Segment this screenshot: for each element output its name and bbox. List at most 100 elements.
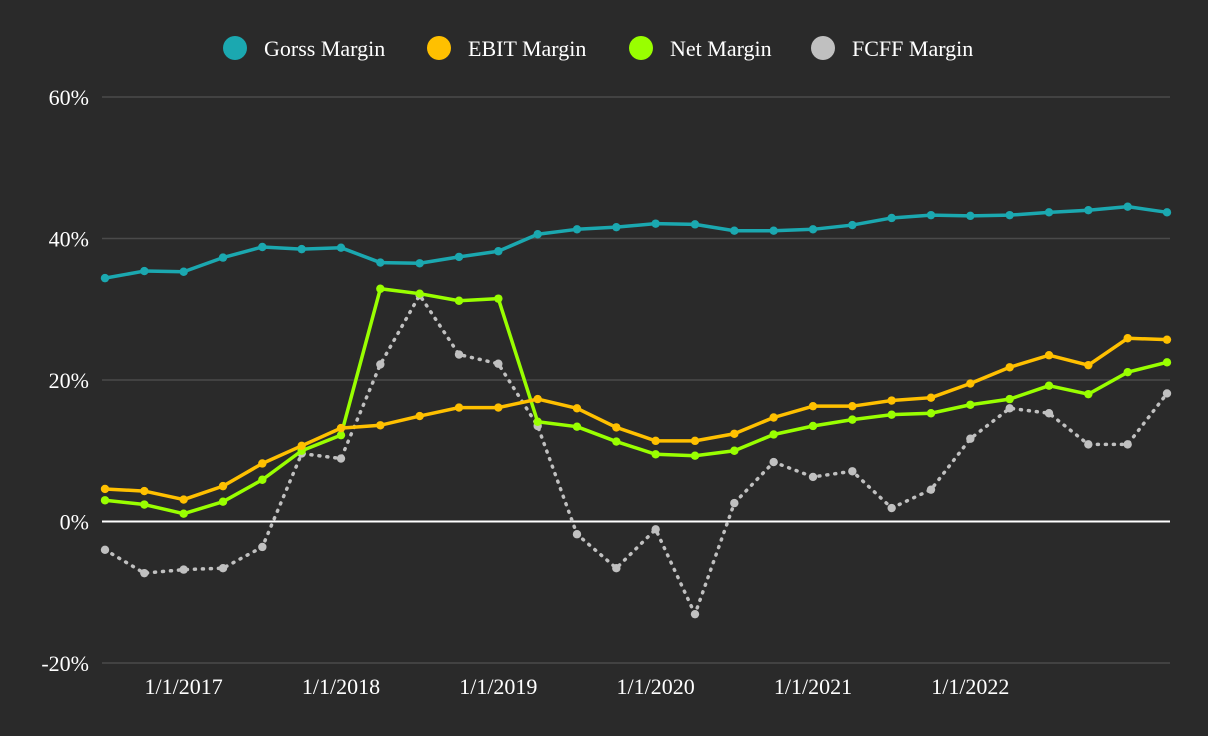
- x-tick-label: 1/1/2022: [931, 674, 1009, 699]
- ebit-margin-point: [926, 393, 936, 402]
- gorss-margin-point: [848, 220, 857, 230]
- ebit-margin-point: [1044, 351, 1054, 360]
- fcff-margin-point: [140, 568, 149, 578]
- x-tick-label: 1/1/2019: [459, 674, 537, 699]
- fcff-margin-point: [966, 434, 975, 443]
- ebit-margin-point: [454, 403, 464, 412]
- x-tick-label: 1/1/2020: [617, 674, 695, 699]
- gorss-margin-point: [218, 253, 228, 262]
- y-tick-label: -20%: [41, 651, 89, 676]
- fcff-margin-point: [1162, 389, 1172, 398]
- net-margin-point: [730, 446, 739, 455]
- net-margin-line: [103, 286, 1169, 516]
- gorss-margin-point: [572, 225, 582, 234]
- legend-item-fcff-margin: FCFF Margin: [811, 36, 973, 61]
- ebit-margin-point: [966, 379, 975, 388]
- legend-label: Net Margin: [670, 36, 772, 61]
- gorss-margin-point: [926, 210, 936, 220]
- x-tick-label: 1/1/2018: [302, 674, 380, 699]
- gorss-margin-point: [769, 226, 778, 235]
- net-margin-point: [1162, 358, 1172, 367]
- fcff-margin-point: [690, 609, 700, 619]
- gorss-margin-point: [1123, 202, 1132, 211]
- legend: Gorss Margin EBIT Margin Net Margin FCFF Ma…: [223, 36, 973, 61]
- ebit-margin-line: [103, 336, 1169, 502]
- ebit-margin-point: [376, 421, 385, 430]
- legend-marker: [811, 36, 835, 60]
- net-margin-point: [415, 289, 424, 298]
- net-margin-point: [808, 421, 818, 431]
- net-margin-point: [1044, 381, 1054, 390]
- gorss-margin-point: [376, 258, 385, 267]
- legend-label: Gorss Margin: [264, 36, 385, 61]
- net-margin-point: [690, 451, 700, 460]
- gorss-margin-point: [651, 219, 660, 228]
- y-axis: -20% 0% 20% 40% 60%: [41, 85, 89, 676]
- fcff-margin-point: [651, 525, 660, 534]
- gorss-margin-point: [297, 244, 306, 254]
- ebit-margin-point: [179, 495, 188, 504]
- y-tick-label: 0%: [60, 510, 89, 535]
- ebit-margin-point: [848, 401, 857, 411]
- ebit-margin-point: [1162, 335, 1172, 344]
- net-margin-point: [926, 409, 936, 418]
- ebit-margin-point: [808, 401, 818, 411]
- fcff-margin-point: [179, 565, 188, 574]
- gorss-margin-point: [336, 243, 346, 252]
- series-gorss-margin: [100, 202, 1172, 283]
- net-margin-point: [1123, 368, 1132, 377]
- ebit-margin-point: [651, 436, 660, 446]
- net-margin-point: [848, 415, 857, 424]
- fcff-margin-point: [926, 485, 936, 494]
- gorss-margin-point: [1162, 208, 1172, 217]
- ebit-margin-point: [336, 423, 346, 433]
- series-ebit-margin: [100, 334, 1172, 504]
- gorss-margin-point: [533, 230, 542, 239]
- gorss-margin-point: [140, 266, 149, 276]
- ebit-margin-point: [1005, 363, 1014, 372]
- fcff-margin-point: [887, 503, 896, 513]
- ebit-margin-point: [533, 394, 542, 404]
- legend-label: FCFF Margin: [852, 36, 973, 61]
- fcff-margin-point: [730, 498, 739, 508]
- y-tick-label: 20%: [49, 368, 89, 393]
- gorss-margin-point: [808, 225, 818, 234]
- fcff-margin-point: [100, 545, 110, 554]
- gorss-margin-point: [1084, 206, 1093, 215]
- gorss-margin-point: [966, 211, 975, 221]
- net-margin-point: [179, 509, 188, 518]
- net-margin-point: [454, 296, 464, 305]
- gorss-margin-line: [103, 204, 1169, 280]
- ebit-margin-point: [730, 429, 739, 438]
- net-margin-point: [1005, 394, 1014, 404]
- net-margin-point: [376, 284, 385, 293]
- gorss-margin-point: [494, 247, 503, 256]
- gorss-margin-point: [258, 242, 267, 252]
- ebit-margin-point: [612, 423, 621, 432]
- net-margin-point: [494, 294, 503, 303]
- fcff-margin-point: [769, 457, 778, 467]
- ebit-margin-point: [690, 436, 700, 446]
- fcff-margin-point: [454, 350, 464, 359]
- ebit-margin-point: [887, 396, 896, 405]
- gorss-margin-point: [612, 222, 621, 232]
- net-margin-point: [100, 496, 110, 505]
- gorss-margin-point: [690, 220, 700, 229]
- net-margin-point: [1084, 389, 1093, 399]
- ebit-margin-point: [1084, 360, 1093, 370]
- gorss-margin-point: [415, 259, 424, 268]
- ebit-margin-point: [1123, 334, 1132, 343]
- net-margin-point: [533, 417, 542, 426]
- net-margin-point: [218, 497, 228, 506]
- fcff-margin-point: [848, 467, 857, 476]
- legend-item-net-margin: Net Margin: [629, 36, 772, 61]
- fcff-margin-point: [572, 530, 582, 539]
- gorss-margin-point: [887, 213, 896, 223]
- y-tick-label: 60%: [49, 85, 89, 110]
- gorss-margin-point: [100, 273, 110, 283]
- ebit-margin-point: [140, 486, 149, 496]
- ebit-margin-point: [100, 484, 110, 494]
- series-fcff-margin: [100, 290, 1172, 619]
- legend-item-gorss-margin: Gorss Margin: [223, 36, 385, 61]
